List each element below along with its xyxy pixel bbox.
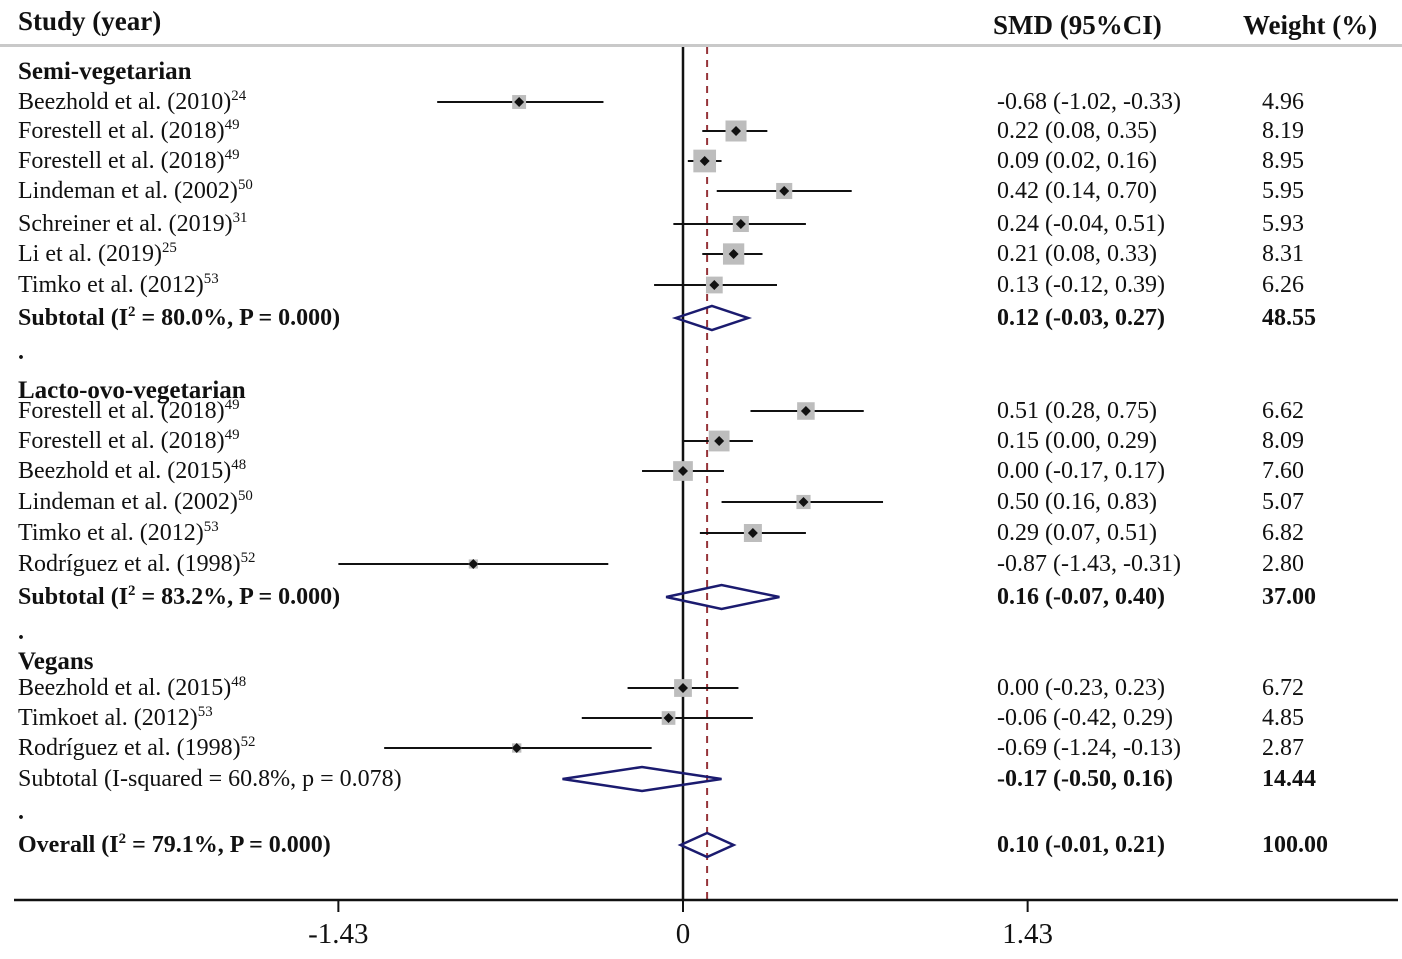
group-separator-dot: . — [18, 619, 24, 645]
smd-value: -0.06 (-0.42, 0.29) — [997, 705, 1173, 731]
smd-value: 0.00 (-0.17, 0.17) — [997, 458, 1165, 484]
smd-value: 0.50 (0.16, 0.83) — [997, 489, 1157, 515]
smd-value: 0.24 (-0.04, 0.51) — [997, 211, 1165, 237]
effect-point-diamond — [514, 97, 525, 107]
smd-value: 0.10 (-0.01, 0.21) — [997, 832, 1165, 858]
weight-value: 5.93 — [1262, 211, 1304, 237]
group-heading: Semi-vegetarian — [18, 58, 192, 85]
weight-value: 8.95 — [1262, 148, 1304, 174]
effect-point-diamond — [728, 249, 739, 259]
weight-value: 6.72 — [1262, 675, 1304, 701]
group-separator-dot: . — [18, 339, 24, 365]
weight-value: 2.87 — [1262, 735, 1304, 761]
group-separator-dot: . — [18, 799, 24, 825]
effect-point-diamond — [747, 528, 758, 538]
x-tick-label: 0 — [675, 918, 691, 950]
study-label: Rodríguez et al. (1998)52 — [18, 734, 256, 761]
effect-point-diamond — [709, 280, 720, 290]
study-label: Schreiner et al. (2019)31 — [18, 210, 248, 237]
study-label: Beezhold et al. (2010)24 — [18, 88, 247, 115]
weight-value: 5.07 — [1262, 489, 1304, 515]
study-label: Rodríguez et al. (1998)52 — [18, 550, 256, 577]
smd-value: -0.87 (-1.43, -0.31) — [997, 551, 1181, 577]
header-divider — [0, 44, 1402, 47]
study-label: Beezhold et al. (2015)48 — [18, 674, 247, 701]
effect-point-diamond — [699, 156, 710, 166]
effect-point-diamond — [800, 406, 811, 416]
study-label: Beezhold et al. (2015)48 — [18, 457, 247, 484]
smd-column-header: SMD (95%CI) — [993, 10, 1162, 40]
weight-value: 6.82 — [1262, 520, 1304, 546]
effect-point-diamond — [798, 497, 809, 507]
weight-value: 14.44 — [1262, 766, 1316, 792]
effect-point-diamond — [735, 219, 746, 229]
effect-point-diamond — [511, 743, 522, 753]
group-heading: Vegans — [18, 648, 94, 675]
smd-value: -0.68 (-1.02, -0.33) — [997, 89, 1181, 115]
subtotal-diamond — [671, 304, 753, 332]
weight-value: 4.96 — [1262, 89, 1304, 115]
weight-value: 8.09 — [1262, 428, 1304, 454]
subtotal-diamond — [562, 765, 722, 793]
smd-value: 0.22 (0.08, 0.35) — [997, 118, 1157, 144]
effect-point-diamond — [678, 466, 688, 476]
smd-value: 0.21 (0.08, 0.33) — [997, 241, 1157, 267]
smd-value: 0.42 (0.14, 0.70) — [997, 178, 1157, 204]
subtotal-label: Subtotal (I2 = 80.0%, P = 0.000) — [18, 304, 341, 331]
effect-point-diamond — [663, 713, 674, 723]
effect-point-diamond — [678, 683, 688, 693]
study-label: Forestell et al. (2018)49 — [18, 117, 240, 144]
weight-value: 2.80 — [1262, 551, 1304, 577]
weight-column-header: Weight (%) — [1243, 10, 1378, 40]
x-tick-label: -1.43 — [308, 918, 369, 950]
study-label: Timkoet al. (2012)53 — [18, 704, 213, 731]
subtotal-label: Subtotal (I2 = 83.2%, P = 0.000) — [18, 583, 341, 610]
smd-value: 0.12 (-0.03, 0.27) — [997, 305, 1165, 331]
study-label: Timko et al. (2012)53 — [18, 271, 219, 298]
weight-value: 8.31 — [1262, 241, 1304, 267]
effect-point-diamond — [468, 559, 479, 569]
weight-value: 7.60 — [1262, 458, 1304, 484]
smd-value: 0.29 (0.07, 0.51) — [997, 520, 1157, 546]
weight-value: 37.00 — [1262, 584, 1316, 610]
smd-value: 0.13 (-0.12, 0.39) — [997, 272, 1165, 298]
study-label: Forestell et al. (2018)49 — [18, 397, 240, 424]
smd-value: -0.69 (-1.24, -0.13) — [997, 735, 1181, 761]
overall-diamond — [677, 831, 737, 859]
study-label: Timko et al. (2012)53 — [18, 519, 219, 546]
weight-value: 4.85 — [1262, 705, 1304, 731]
weight-value: 5.95 — [1262, 178, 1304, 204]
effect-point-diamond — [779, 186, 790, 196]
smd-value: 0.09 (0.02, 0.16) — [997, 148, 1157, 174]
weight-value: 6.62 — [1262, 398, 1304, 424]
study-label: Forestell et al. (2018)49 — [18, 147, 240, 174]
study-label: Li et al. (2019)25 — [18, 240, 177, 267]
group-heading: Lacto-ovo-vegetarian — [18, 377, 246, 404]
study-label: Forestell et al. (2018)49 — [18, 427, 240, 454]
weight-value: 48.55 — [1262, 305, 1316, 331]
smd-value: 0.00 (-0.23, 0.23) — [997, 675, 1165, 701]
effect-point-diamond — [714, 436, 725, 446]
smd-value: 0.15 (0.00, 0.29) — [997, 428, 1157, 454]
subtotal-diamond — [665, 583, 780, 611]
overall-label: Overall (I2 = 79.1%, P = 0.000) — [18, 831, 331, 858]
effect-point-diamond — [731, 126, 742, 136]
smd-value: 0.51 (0.28, 0.75) — [997, 398, 1157, 424]
smd-value: -0.17 (-0.50, 0.16) — [997, 766, 1173, 792]
x-tick-label: 1.43 — [1002, 918, 1053, 950]
study-label: Lindeman et al. (2002)50 — [18, 177, 253, 204]
subtotal-label: Subtotal (I-squared = 60.8%, p = 0.078) — [18, 766, 402, 792]
weight-value: 100.00 — [1262, 832, 1328, 858]
study-column-header: Study (year) — [18, 6, 162, 36]
study-label: Lindeman et al. (2002)50 — [18, 488, 253, 515]
weight-value: 6.26 — [1262, 272, 1304, 298]
smd-value: 0.16 (-0.07, 0.40) — [997, 584, 1165, 610]
weight-value: 8.19 — [1262, 118, 1304, 144]
